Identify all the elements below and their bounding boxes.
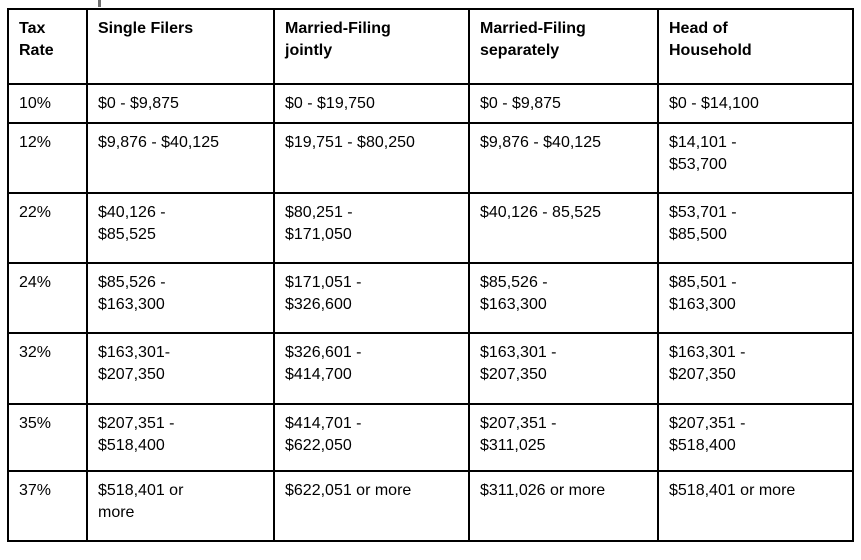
bracket-cell: $0 - $19,750 [273,83,470,124]
tax-rate-cell: 37% [7,470,88,542]
bracket-cell: $518,401 or more [657,470,854,542]
bracket-cell: $9,876 - $40,125 [86,122,275,194]
bracket-cell: $0 - $9,875 [468,83,659,124]
tax-brackets-table: Tax Rate Single Filers Married-Filing jo… [7,8,854,542]
bracket-cell: $414,701 - $622,050 [273,403,470,472]
bracket-cell: $207,351 - $518,400 [86,403,275,472]
bracket-cell: $0 - $14,100 [657,83,854,124]
tax-rate-cell: 35% [7,403,88,472]
tax-rate-cell: 12% [7,122,88,194]
bracket-cell: $207,351 - $311,025 [468,403,659,472]
tax-rate-cell: 22% [7,192,88,264]
bracket-cell: $85,526 - $163,300 [468,262,659,334]
column-header-married-jointly: Married-Filing jointly [273,8,470,85]
header-row: Tax Rate Single Filers Married-Filing jo… [7,8,854,85]
column-header-head-of-household: Head of Household [657,8,854,85]
table-row: 22% $40,126 - $85,525 $80,251 - $171,050… [7,192,854,264]
bracket-cell: $518,401 or more [86,470,275,542]
bracket-cell: $40,126 - $85,525 [86,192,275,264]
bracket-cell: $9,876 - $40,125 [468,122,659,194]
table-row: 12% $9,876 - $40,125 $19,751 - $80,250 $… [7,122,854,194]
table-row: 24% $85,526 - $163,300 $171,051 - $326,6… [7,262,854,334]
bracket-cell: $622,051 or more [273,470,470,542]
table-row: 32% $163,301- $207,350 $326,601 - $414,7… [7,332,854,405]
bracket-cell: $0 - $9,875 [86,83,275,124]
table-row: 10% $0 - $9,875 $0 - $19,750 $0 - $9,875… [7,83,854,124]
tax-rate-cell: 24% [7,262,88,334]
bracket-cell: $311,026 or more [468,470,659,542]
bracket-cell: $171,051 - $326,600 [273,262,470,334]
table-row: 37% $518,401 or more $622,051 or more $3… [7,470,854,542]
bracket-cell: $163,301 - $207,350 [657,332,854,405]
tax-rate-cell: 32% [7,332,88,405]
text-caret [98,0,101,7]
tax-rate-cell: 10% [7,83,88,124]
column-header-single-filers: Single Filers [86,8,275,85]
bracket-cell: $40,126 - 85,525 [468,192,659,264]
column-header-tax-rate: Tax Rate [7,8,88,85]
bracket-cell: $80,251 - $171,050 [273,192,470,264]
bracket-cell: $85,501 - $163,300 [657,262,854,334]
table-row: 35% $207,351 - $518,400 $414,701 - $622,… [7,403,854,472]
bracket-cell: $163,301- $207,350 [86,332,275,405]
bracket-cell: $85,526 - $163,300 [86,262,275,334]
column-header-married-separately: Married-Filing separately [468,8,659,85]
bracket-cell: $163,301 - $207,350 [468,332,659,405]
bracket-cell: $207,351 - $518,400 [657,403,854,472]
bracket-cell: $19,751 - $80,250 [273,122,470,194]
bracket-cell: $326,601 - $414,700 [273,332,470,405]
bracket-cell: $14,101 - $53,700 [657,122,854,194]
bracket-cell: $53,701 - $85,500 [657,192,854,264]
